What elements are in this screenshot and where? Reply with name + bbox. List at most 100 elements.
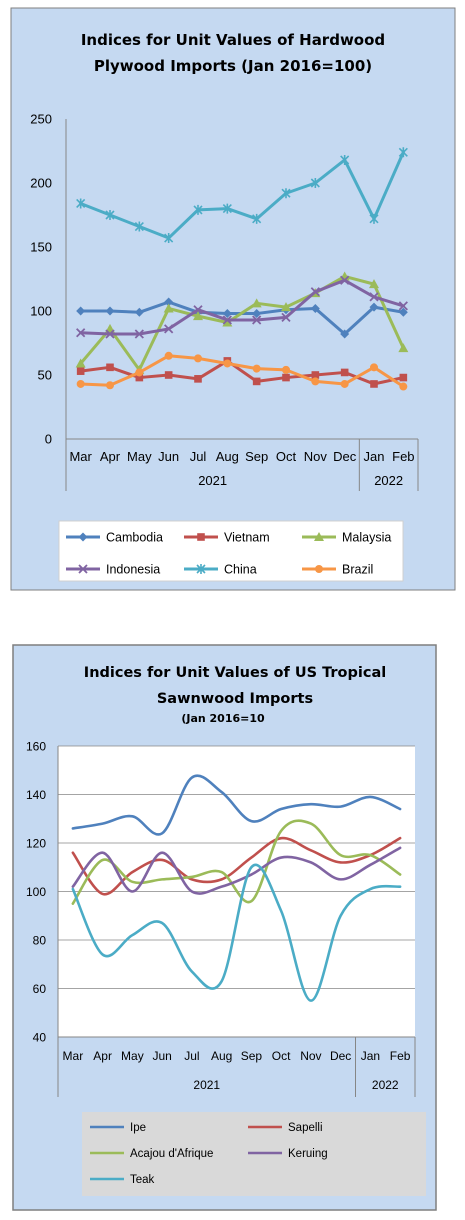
legend-label: Malaysia bbox=[342, 531, 391, 545]
data-point-cambodia bbox=[222, 309, 232, 319]
data-point-cambodia bbox=[310, 303, 320, 313]
y-tick-label: 50 bbox=[38, 368, 52, 383]
series-line-teak bbox=[71, 863, 402, 1002]
chart-2-x-axis: Mar Apr May Jun Jul Aug Sep Oct Nov Dec Jan Feb 2021… bbox=[57, 1037, 416, 1097]
x-tick-label: Jul bbox=[184, 1049, 199, 1063]
data-point-vietnam bbox=[252, 377, 261, 386]
legend-label: Keruing bbox=[288, 1148, 328, 1160]
series-ipe bbox=[71, 774, 402, 836]
data-point-brazil bbox=[194, 354, 202, 363]
series-china bbox=[76, 147, 408, 244]
data-point-china bbox=[76, 198, 86, 209]
x-tick-label: Sep bbox=[241, 1049, 263, 1063]
chart-1: Indices for Unit Values of Hardwood Plyw… bbox=[0, 0, 465, 599]
data-point-china bbox=[134, 221, 144, 232]
data-point-indonesia bbox=[105, 329, 115, 339]
legend-marker bbox=[78, 564, 88, 574]
chart-2-title-line-2: Sawnwood Imports bbox=[157, 691, 313, 707]
x-tick-label: Jan bbox=[364, 449, 385, 464]
data-point-indonesia bbox=[134, 329, 144, 339]
data-point-brazil bbox=[164, 351, 173, 360]
data-point-indonesia bbox=[281, 312, 291, 323]
data-point-brazil bbox=[282, 365, 290, 374]
legend-item-ipe: Ipe bbox=[90, 1122, 146, 1134]
data-point-china bbox=[193, 204, 203, 215]
x-tick-label: Mar bbox=[63, 1049, 84, 1063]
data-point-indonesia bbox=[164, 324, 174, 334]
data-point-vietnam bbox=[106, 363, 114, 372]
legend-item-acajou-d-afrique: Acajou d'Afrique bbox=[90, 1148, 213, 1160]
series-line-acajou-d-afrique bbox=[71, 819, 402, 905]
data-point-malaysia bbox=[222, 317, 233, 327]
data-point-malaysia bbox=[369, 279, 379, 289]
legend-label: Indonesia bbox=[106, 563, 160, 577]
data-point-indonesia bbox=[193, 305, 203, 315]
legend-marker bbox=[197, 533, 205, 541]
series-line-brazil bbox=[79, 354, 405, 389]
data-point-vietnam bbox=[340, 368, 349, 377]
x-tick-label: Apr bbox=[93, 1049, 112, 1063]
x-tick-label: Jun bbox=[158, 449, 179, 464]
x-tick-label: Dec bbox=[333, 449, 357, 464]
data-point-brazil bbox=[135, 368, 144, 377]
chart-1-legend: Cambodia Vietnam Malaysia Indonesia China Bra… bbox=[58, 520, 404, 582]
x-group-label: 2022 bbox=[374, 473, 403, 488]
data-point-china bbox=[281, 188, 291, 199]
x-tick-label: Apr bbox=[100, 449, 121, 464]
data-point-indonesia bbox=[222, 315, 232, 325]
data-point-china bbox=[340, 154, 350, 165]
y-tick-label: 80 bbox=[33, 933, 47, 947]
chart-1-area bbox=[10, 7, 456, 591]
legend-item-sapelli: Sapelli bbox=[248, 1122, 323, 1134]
y-tick-label: 40 bbox=[33, 1030, 47, 1044]
legend-label: China bbox=[224, 563, 257, 577]
data-point-china bbox=[369, 213, 379, 224]
data-point-cambodia bbox=[252, 309, 262, 319]
x-tick-label: Nov bbox=[300, 1049, 321, 1063]
data-point-malaysia bbox=[193, 311, 203, 321]
legend-item-keruing: Keruing bbox=[248, 1148, 328, 1160]
series-line-china bbox=[79, 150, 405, 240]
data-point-indonesia bbox=[252, 315, 262, 325]
chart-1-title-line-1: Indices for Unit Values of Hardwood bbox=[81, 31, 385, 49]
data-point-china bbox=[222, 203, 232, 214]
series-line-sapelli bbox=[71, 836, 402, 896]
data-point-vietnam bbox=[282, 373, 290, 382]
data-point-brazil bbox=[223, 359, 232, 368]
y-tick-label: 140 bbox=[26, 788, 46, 802]
data-point-malaysia bbox=[163, 303, 174, 313]
x-group-label: 2021 bbox=[193, 1078, 220, 1092]
chart-2-gridlines bbox=[58, 745, 415, 1038]
chart-2-legend: Ipe Sapelli Acajou d'Afrique Keruing Teak bbox=[82, 1112, 426, 1196]
data-point-vietnam bbox=[76, 367, 85, 375]
chart-2-y-axis: 40 60 80 100 120 140 160 bbox=[26, 739, 46, 1044]
series-line-malaysia bbox=[79, 274, 405, 372]
legend-item-brazil: Brazil bbox=[302, 563, 373, 577]
legend-marker bbox=[196, 564, 206, 574]
data-point-cambodia bbox=[134, 307, 144, 317]
y-tick-label: 250 bbox=[30, 112, 52, 127]
x-tick-label: Sep bbox=[245, 449, 268, 464]
series-brazil bbox=[76, 351, 408, 391]
data-point-brazil bbox=[76, 379, 85, 388]
y-tick-label: 100 bbox=[30, 304, 52, 319]
x-tick-label: Oct bbox=[276, 449, 297, 464]
x-tick-label: Feb bbox=[390, 1049, 411, 1063]
legend-marker bbox=[314, 532, 324, 541]
legend-item-teak: Teak bbox=[90, 1174, 155, 1186]
legend-item-malaysia: Malaysia bbox=[302, 531, 391, 545]
legend-label: Sapelli bbox=[288, 1122, 323, 1134]
legend-item-indonesia: Indonesia bbox=[66, 563, 160, 577]
chart-1-x-axis: Mar Apr May Jun Jul Aug Sep Oct Nov Dec Jan Feb 2021… bbox=[65, 439, 419, 491]
series-line-indonesia bbox=[79, 278, 405, 336]
data-point-vietnam bbox=[399, 373, 408, 382]
x-tick-label: Oct bbox=[272, 1049, 291, 1063]
y-tick-label: 100 bbox=[26, 885, 46, 899]
data-point-china bbox=[252, 213, 262, 224]
data-point-indonesia bbox=[76, 328, 86, 338]
series-acajou-d-afrique bbox=[71, 819, 402, 905]
data-point-vietnam bbox=[164, 371, 173, 379]
chart-2-subtitle: (Jan 2016=10 bbox=[181, 712, 265, 725]
data-point-brazil bbox=[370, 363, 378, 372]
